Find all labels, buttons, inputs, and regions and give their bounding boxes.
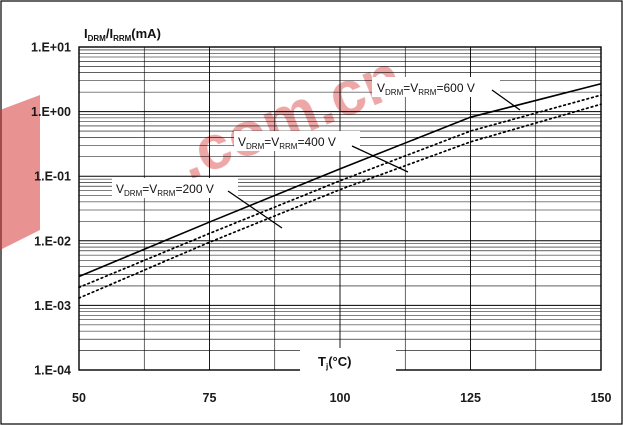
x-axis-label: Tj(°C) xyxy=(318,354,351,371)
y-tick-label: 1.E-03 xyxy=(34,299,71,313)
y-tick-label: 1.E-04 xyxy=(34,364,71,378)
x-tick-label: 150 xyxy=(591,391,612,405)
x-tick-label: 75 xyxy=(203,391,217,405)
x-tick-label: 125 xyxy=(460,391,481,405)
x-tick-label: 100 xyxy=(330,391,351,405)
y-tick-label: 1.E-02 xyxy=(34,234,71,248)
y-tick-label: 1.E+00 xyxy=(31,105,71,119)
y-tick-label: 1.E-01 xyxy=(34,170,71,184)
y-tick-label: 1.E+01 xyxy=(31,41,71,55)
x-tick-label: 50 xyxy=(72,391,86,405)
